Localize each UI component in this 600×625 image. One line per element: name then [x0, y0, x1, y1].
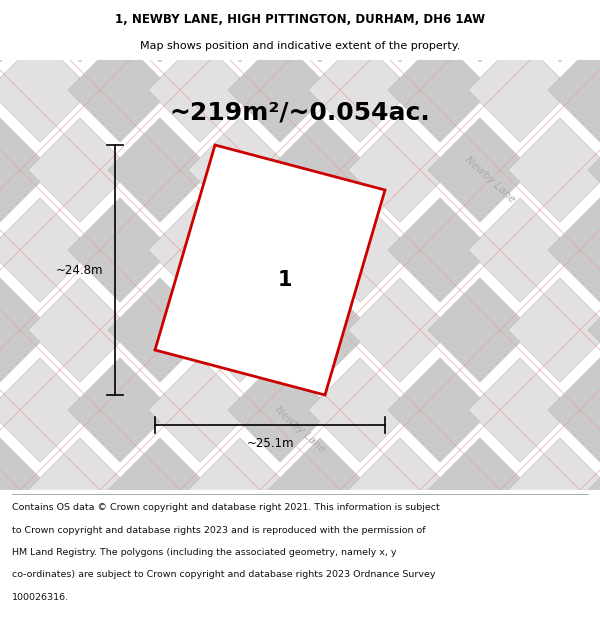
Polygon shape	[28, 0, 132, 62]
Text: co-ordinates) are subject to Crown copyright and database rights 2023 Ordnance S: co-ordinates) are subject to Crown copyr…	[12, 571, 436, 579]
Polygon shape	[0, 358, 92, 462]
Polygon shape	[348, 118, 452, 222]
Polygon shape	[148, 358, 252, 462]
Polygon shape	[468, 198, 572, 302]
Polygon shape	[68, 518, 172, 622]
Polygon shape	[228, 38, 332, 142]
Polygon shape	[0, 198, 92, 302]
Polygon shape	[388, 358, 492, 462]
Polygon shape	[548, 38, 600, 142]
Polygon shape	[428, 118, 532, 222]
Polygon shape	[148, 38, 252, 142]
Polygon shape	[108, 118, 212, 222]
Polygon shape	[308, 198, 412, 302]
Polygon shape	[0, 38, 12, 142]
Polygon shape	[228, 198, 332, 302]
Text: Newby Lane: Newby Lane	[463, 155, 517, 205]
Text: 1, NEWBY LANE, HIGH PITTINGTON, DURHAM, DH6 1AW: 1, NEWBY LANE, HIGH PITTINGTON, DURHAM, …	[115, 13, 485, 26]
Polygon shape	[388, 38, 492, 142]
Polygon shape	[348, 278, 452, 382]
Polygon shape	[148, 518, 252, 622]
Text: Map shows position and indicative extent of the property.: Map shows position and indicative extent…	[140, 41, 460, 51]
Polygon shape	[508, 118, 600, 222]
Polygon shape	[268, 438, 372, 542]
Polygon shape	[68, 38, 172, 142]
Polygon shape	[0, 198, 12, 302]
Polygon shape	[228, 358, 332, 462]
Polygon shape	[308, 358, 412, 462]
Polygon shape	[68, 358, 172, 462]
Polygon shape	[388, 518, 492, 622]
Polygon shape	[388, 198, 492, 302]
Polygon shape	[108, 438, 212, 542]
Polygon shape	[308, 518, 412, 622]
Text: Newby Lane: Newby Lane	[273, 405, 327, 455]
Text: to Crown copyright and database rights 2023 and is reproduced with the permissio: to Crown copyright and database rights 2…	[12, 526, 425, 535]
Text: 100026316.: 100026316.	[12, 592, 69, 602]
Polygon shape	[0, 0, 52, 62]
Polygon shape	[188, 118, 292, 222]
Polygon shape	[308, 38, 412, 142]
Polygon shape	[508, 438, 600, 542]
Text: ~25.1m: ~25.1m	[246, 437, 294, 450]
Text: 1: 1	[278, 270, 292, 290]
Polygon shape	[28, 278, 132, 382]
Polygon shape	[268, 278, 372, 382]
Polygon shape	[468, 38, 572, 142]
Text: ~219m²/~0.054ac.: ~219m²/~0.054ac.	[170, 100, 430, 124]
Polygon shape	[468, 518, 572, 622]
Polygon shape	[588, 278, 600, 382]
Polygon shape	[508, 278, 600, 382]
Polygon shape	[428, 438, 532, 542]
Text: ~24.8m: ~24.8m	[56, 264, 103, 276]
Polygon shape	[188, 0, 292, 62]
Polygon shape	[108, 0, 212, 62]
Polygon shape	[428, 278, 532, 382]
Text: HM Land Registry. The polygons (including the associated geometry, namely x, y: HM Land Registry. The polygons (includin…	[12, 548, 397, 557]
Polygon shape	[0, 518, 12, 622]
Polygon shape	[588, 438, 600, 542]
Polygon shape	[0, 38, 92, 142]
Polygon shape	[28, 118, 132, 222]
Polygon shape	[588, 0, 600, 62]
Polygon shape	[188, 278, 292, 382]
Polygon shape	[348, 438, 452, 542]
Polygon shape	[548, 198, 600, 302]
Polygon shape	[68, 198, 172, 302]
Polygon shape	[155, 145, 385, 395]
Polygon shape	[0, 118, 52, 222]
Polygon shape	[268, 118, 372, 222]
Polygon shape	[228, 518, 332, 622]
Polygon shape	[508, 0, 600, 62]
Polygon shape	[0, 278, 52, 382]
Polygon shape	[28, 438, 132, 542]
Polygon shape	[268, 0, 372, 62]
Polygon shape	[548, 518, 600, 622]
Polygon shape	[0, 438, 52, 542]
Polygon shape	[148, 198, 252, 302]
Polygon shape	[108, 278, 212, 382]
Polygon shape	[188, 438, 292, 542]
Polygon shape	[0, 358, 12, 462]
Polygon shape	[588, 118, 600, 222]
Polygon shape	[0, 518, 92, 622]
Polygon shape	[428, 0, 532, 62]
Polygon shape	[468, 358, 572, 462]
Text: Contains OS data © Crown copyright and database right 2021. This information is : Contains OS data © Crown copyright and d…	[12, 504, 440, 512]
Polygon shape	[548, 358, 600, 462]
Polygon shape	[348, 0, 452, 62]
